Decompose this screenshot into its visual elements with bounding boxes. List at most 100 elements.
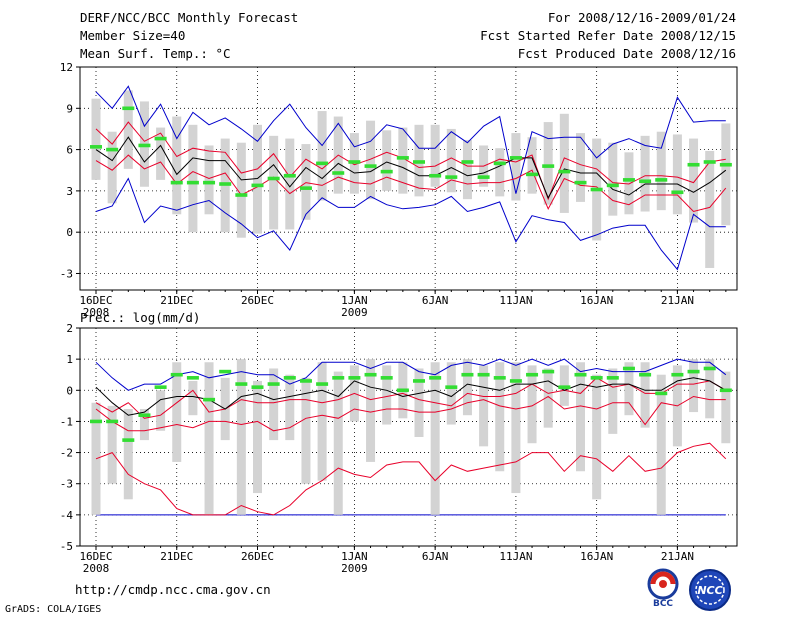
prec-ytick-label: -2 [60, 447, 73, 460]
temp-spread-box [253, 124, 262, 234]
temp-spread-box [640, 135, 650, 212]
temp-observed-marker [154, 136, 167, 141]
temp-spread-box [204, 145, 214, 215]
temp-spread-box [576, 133, 585, 202]
prec-spread-box [301, 377, 311, 484]
prec-median-line [95, 377, 727, 416]
temperature-panel: -3 0 3 6 9 12 16DEC 21DEC 26DEC 1JAN 6JAN 11JAN 16JA… [60, 61, 738, 319]
temp-spread-box [559, 113, 569, 213]
temp-year-label: 2008 [83, 306, 110, 319]
temp-observed-marker [590, 187, 603, 192]
prec-observed-marker [186, 376, 199, 380]
temp-observed-marker [283, 173, 296, 178]
prec-observed-marker [299, 379, 312, 383]
temp-observed-marker [90, 145, 102, 149]
member-size: Member Size=40 [80, 28, 186, 43]
temp-spread-box [366, 120, 376, 200]
temp-spread-box [123, 90, 133, 169]
prec-spread-box [608, 368, 618, 434]
temp-spread-box [672, 134, 682, 215]
prec-xtick-label: 1JAN [341, 550, 368, 563]
temp-observed-marker [477, 175, 490, 179]
chart-title: DERF/NCC/BCC Monthly Forecast [80, 10, 299, 25]
prec-ytick-label: -1 [60, 415, 73, 428]
prec-observed-marker [396, 388, 409, 393]
prec-spread-box [253, 380, 262, 494]
temp-observed-marker [703, 160, 716, 164]
prec-xtick-label: 21DEC [160, 550, 193, 563]
bcc-logo: BCC [640, 566, 686, 612]
temp-observed-marker [622, 178, 635, 182]
temp-observed-marker [655, 178, 668, 182]
prec-observed-marker [332, 376, 345, 380]
temp-spread-box [656, 131, 666, 211]
prec-observed-marker [445, 385, 458, 389]
temp-spread-box [527, 137, 537, 194]
prec-spread-box [107, 405, 117, 484]
temp-spread-box [107, 131, 117, 204]
temp-observed-marker [364, 164, 377, 168]
temp-axes-frame [79, 66, 738, 291]
prec-spread-box [705, 359, 715, 419]
temp-spread-box [624, 152, 634, 215]
prec-spread-box [188, 380, 198, 416]
temp-observed-marker [122, 106, 135, 111]
prec-ytick-label: 1 [66, 353, 73, 366]
temp-observed-marker [493, 161, 506, 166]
prec-ytick-label: -5 [60, 540, 73, 553]
temp-ytick-label: 0 [66, 226, 73, 239]
prec-axes-frame [79, 327, 738, 547]
temp-observed-marker [235, 193, 248, 197]
temp-xtick-label: 6JAN [422, 294, 449, 307]
prec-spread-box [156, 390, 166, 431]
prec-xtick-label: 11JAN [499, 550, 532, 563]
prec-observed-marker [477, 372, 490, 377]
temp-ytick-label: 9 [66, 102, 73, 115]
prec-spread-box [462, 359, 472, 416]
precipitation-panel: -5 -4 -3 -2 -1 0 1 2 16DEC 21DEC 26DEC 1JAN 6JAN 11JA… [60, 322, 738, 575]
produced-date: Fcst Produced Date 2008/12/16 [517, 46, 736, 61]
prec-spread-box [656, 374, 666, 515]
prec-year-label: 2008 [83, 562, 110, 575]
prec-spread-box [479, 365, 489, 447]
prec-ytick-label: -4 [60, 509, 74, 522]
temp-spread-box [543, 122, 553, 205]
temp-observed-marker [396, 156, 409, 160]
temp-observed-marker [671, 190, 684, 195]
temp-observed-marker [170, 180, 183, 185]
prec-observed-marker [267, 382, 280, 386]
prec-year-label: 2009 [341, 562, 368, 575]
prec-observed-marker [606, 376, 619, 380]
prec-spread-box [527, 365, 537, 444]
prec-spread-box [317, 362, 327, 481]
prec-spread-box [624, 362, 634, 416]
prec-spread-box [495, 362, 505, 472]
temp-observed-marker [251, 183, 264, 188]
temp-spread-box [317, 111, 327, 201]
temp-ytick-label: -3 [60, 267, 73, 280]
prec-observed-marker [703, 366, 716, 371]
prec-ytick-label: 2 [66, 322, 73, 335]
prec-spread-box [446, 362, 456, 425]
refer-date: Fcst Started Refer Date 2008/12/15 [480, 28, 736, 43]
temp-spread-box [301, 144, 311, 220]
prec-spread-box [172, 362, 182, 462]
temp-spread-box [156, 127, 166, 180]
temp-year-label: 2009 [341, 306, 368, 319]
prec-observed-marker [90, 419, 102, 424]
temp-spread-box [398, 127, 408, 194]
prec-observed-marker [380, 376, 393, 380]
prec-spread-box [269, 368, 279, 441]
prec-spread-box [204, 362, 214, 515]
prec-xtick-label: 16JAN [580, 550, 613, 563]
prec-spread-box [592, 374, 602, 500]
temp-ytick-label: 3 [66, 185, 73, 198]
temp-observed-marker [413, 160, 425, 164]
temp-xtick-label: 21DEC [160, 294, 193, 307]
temp-spread-box [462, 139, 472, 200]
prec-spread-box [236, 359, 246, 515]
website-link[interactable]: http://cmdp.ncc.cma.gov.cn [75, 582, 271, 597]
temp-observed-marker [106, 147, 119, 152]
grads-credit: GrADS: COLA/IGES [5, 604, 102, 615]
prec-observed-marker [219, 369, 232, 374]
